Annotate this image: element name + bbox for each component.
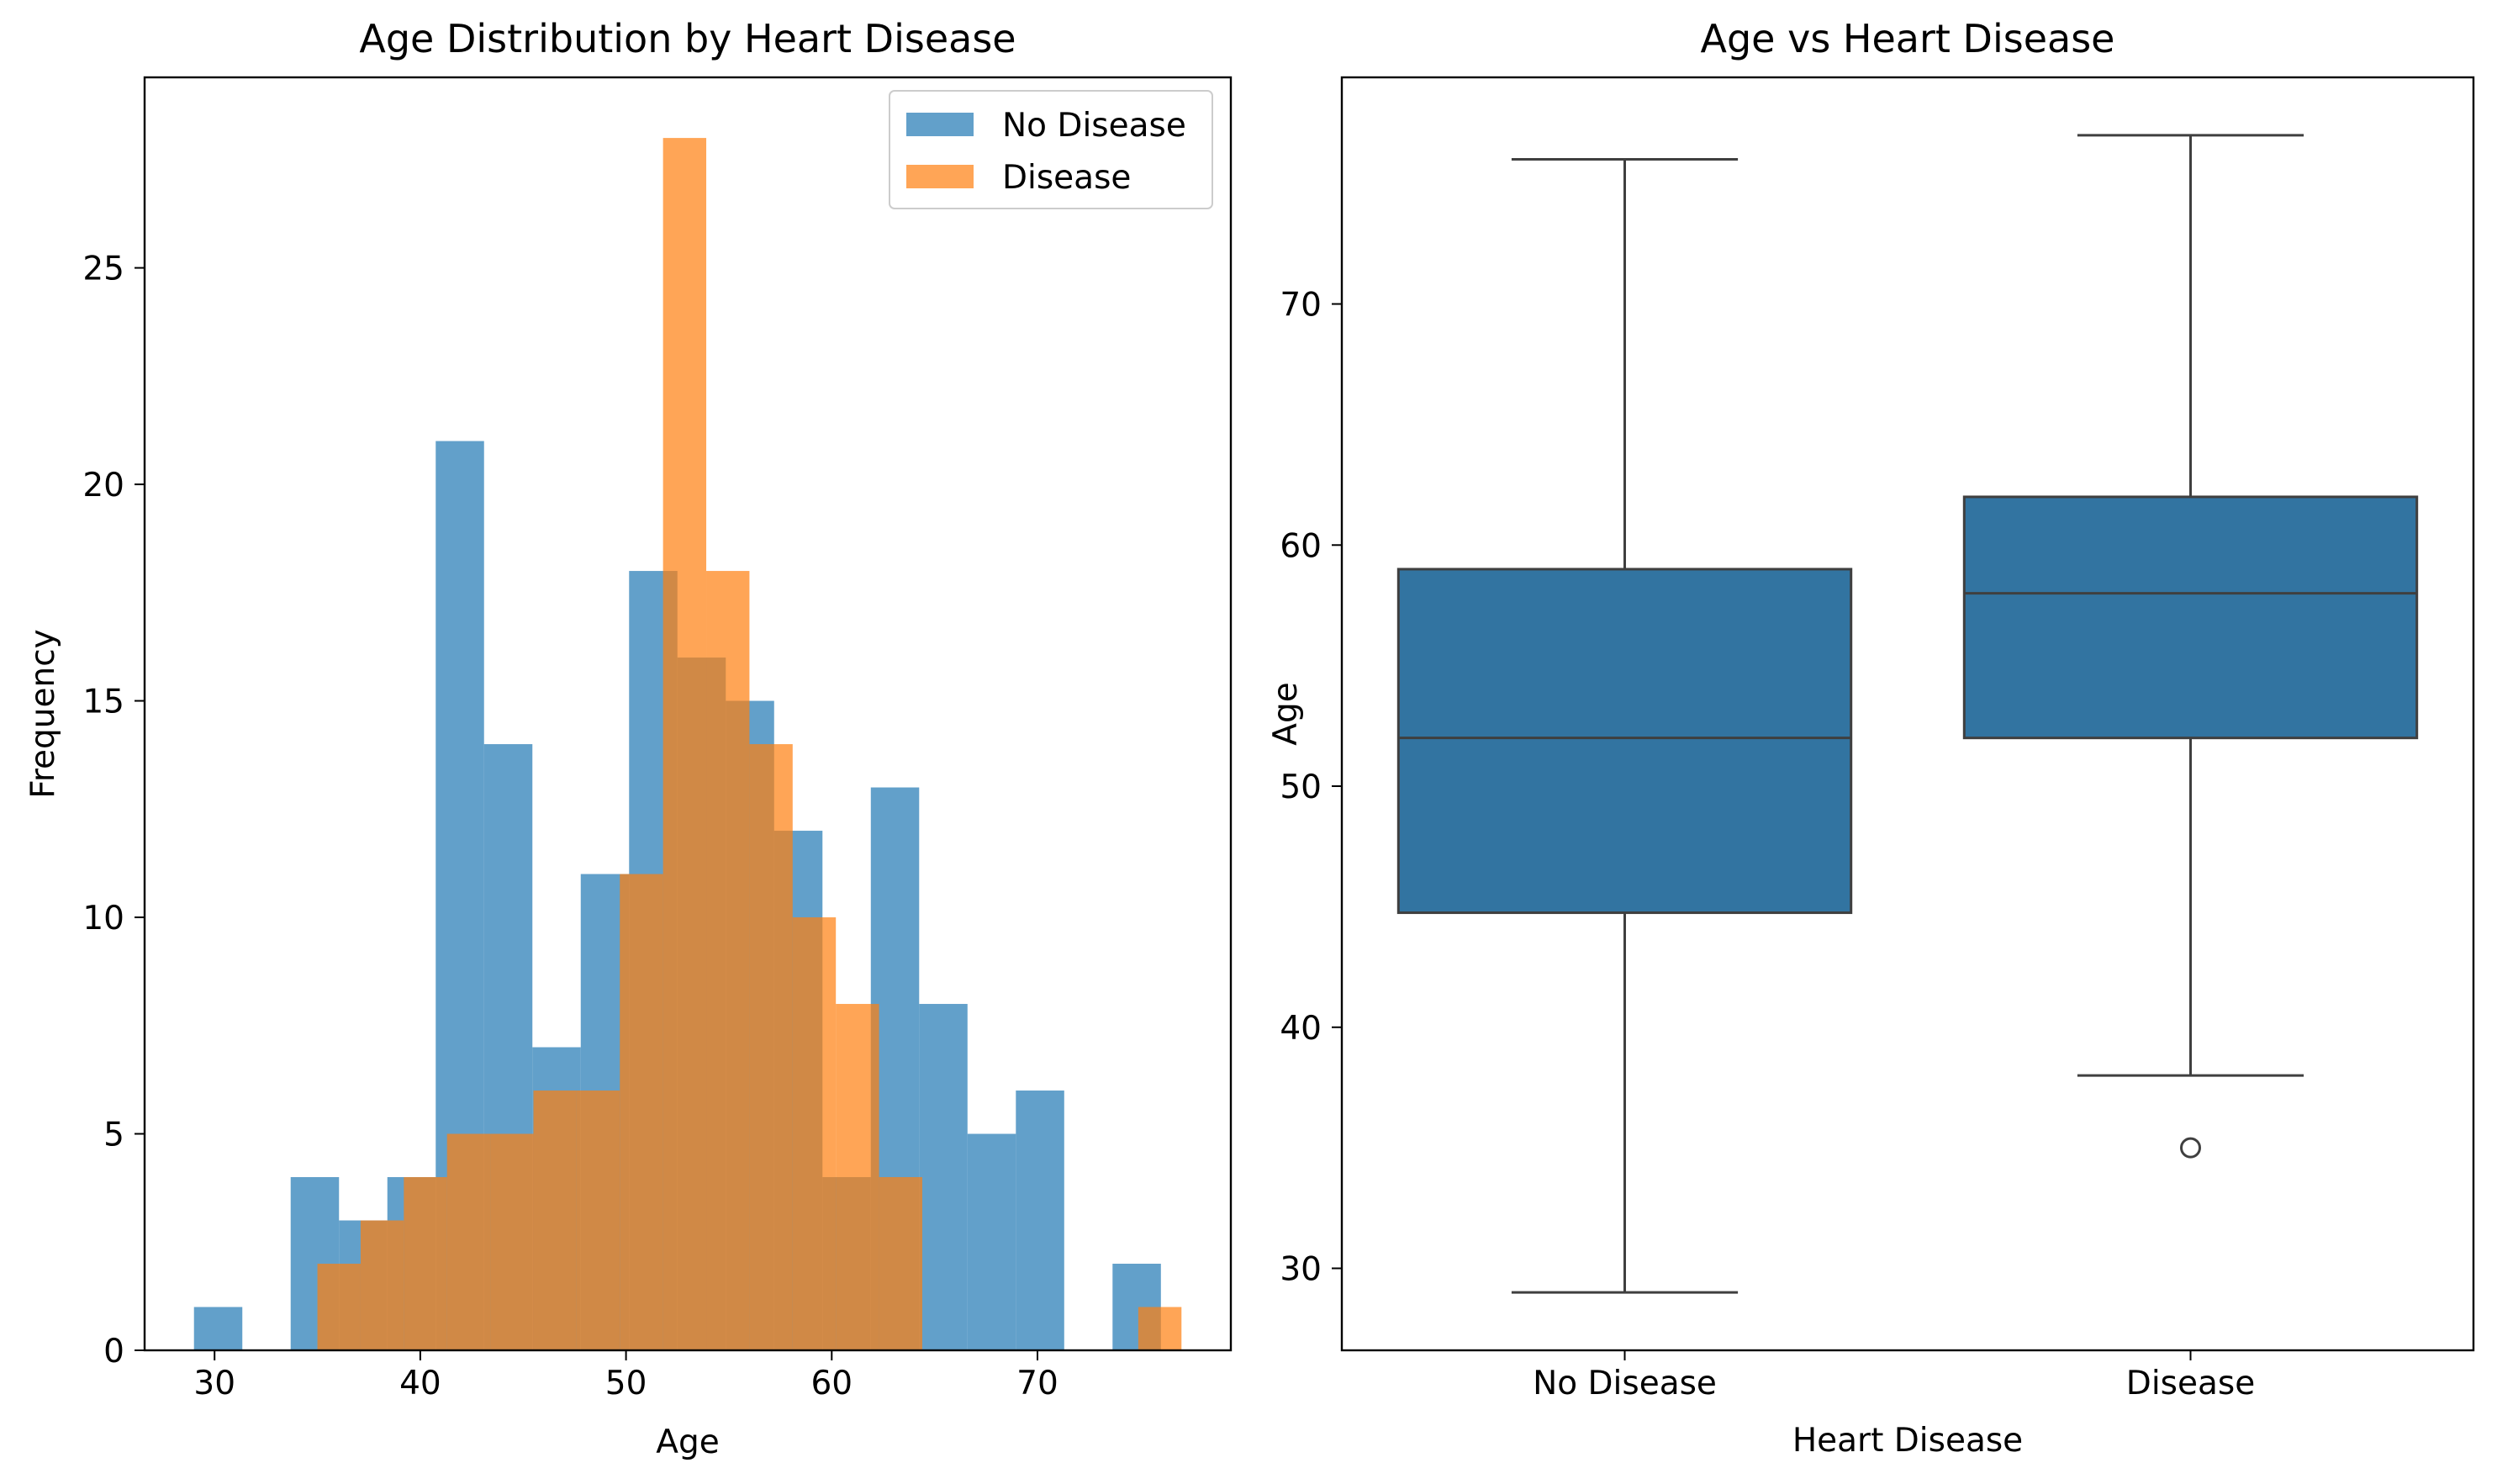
histogram-bar-disease <box>749 744 793 1350</box>
histogram-bar-disease <box>620 874 663 1350</box>
x-tick-label: 40 <box>399 1365 441 1402</box>
histogram-bar-no-disease <box>919 1004 968 1350</box>
boxplot-panel: No Disease Disease 30 40 50 60 70 Age vs Hear… <box>1267 16 2475 1460</box>
x-tick-label: 30 <box>193 1365 235 1402</box>
y-tick-label: 30 <box>1280 1251 1322 1289</box>
y-tick-label: 0 <box>103 1333 124 1370</box>
histogram-x-ticks: 30 40 50 60 70 <box>193 1350 1058 1402</box>
x-tick-label: Disease <box>2126 1365 2255 1402</box>
histogram-bar-no-disease <box>1016 1091 1064 1350</box>
boxplot-x-axis-label: Heart Disease <box>1792 1422 2023 1460</box>
histogram-bar-disease <box>446 1133 491 1350</box>
boxplot-y-axis-label: Age <box>1267 682 1305 745</box>
box-iqr <box>1962 495 2419 740</box>
y-tick-label: 20 <box>82 467 124 504</box>
boxplot-title: Age vs Heart Disease <box>1701 16 2115 61</box>
histogram-bar-no-disease <box>967 1133 1016 1350</box>
x-tick-label: No Disease <box>1533 1365 1717 1402</box>
box-group-disease <box>1962 134 2419 1159</box>
histogram-bar-no-disease <box>193 1307 243 1350</box>
boxplot-marks <box>1396 134 2419 1294</box>
histogram-y-ticks: 0 5 10 15 20 25 <box>82 251 145 1370</box>
y-tick-label: 10 <box>82 900 124 937</box>
histogram-title: Age Distribution by Heart Disease <box>359 16 1016 61</box>
y-tick-label: 5 <box>103 1117 124 1154</box>
histogram-bar-disease <box>663 138 707 1351</box>
histogram-panel: 30 40 50 60 70 0 5 10 15 20 25 Age Distribution b… <box>24 16 1233 1461</box>
y-tick-label: 40 <box>1280 1010 1322 1048</box>
histogram-bar-disease <box>404 1177 447 1350</box>
histogram-x-axis-label: Age <box>656 1423 719 1461</box>
y-tick-label: 70 <box>1280 287 1322 325</box>
legend-swatch-no-disease <box>906 113 974 136</box>
legend: No Disease Disease <box>889 90 1213 209</box>
boxplot-x-ticks: No Disease Disease <box>1533 1350 2255 1402</box>
x-tick-label: 70 <box>1016 1365 1058 1402</box>
histogram-y-axis-label: Frequency <box>24 629 62 798</box>
histogram-bar-disease <box>879 1177 922 1350</box>
histogram-bar-disease <box>836 1004 879 1350</box>
box-group-no-disease <box>1396 157 1853 1294</box>
y-tick-label: 50 <box>1280 768 1322 806</box>
boxplot-axes-frame <box>1340 76 2475 1352</box>
histogram-bar-disease <box>792 917 837 1350</box>
box-iqr <box>1396 568 1853 915</box>
histogram-bar-disease <box>1138 1307 1182 1350</box>
x-tick-label: 50 <box>605 1365 647 1402</box>
histogram-bars <box>193 138 1182 1351</box>
y-tick-label: 60 <box>1280 527 1322 565</box>
legend-label-no-disease: No Disease <box>1002 107 1186 145</box>
x-tick-label: 60 <box>810 1365 853 1402</box>
y-tick-label: 15 <box>82 684 124 721</box>
y-tick-label: 25 <box>82 251 124 288</box>
histogram-bar-disease <box>360 1220 404 1350</box>
legend-swatch-disease <box>906 165 974 188</box>
histogram-bar-disease <box>317 1264 361 1350</box>
legend-label-disease: Disease <box>1002 159 1131 197</box>
histogram-bar-disease <box>576 1091 620 1350</box>
outlier-point <box>2180 1137 2201 1159</box>
histogram-axes-frame <box>143 76 1233 1352</box>
series-disease <box>317 138 1182 1351</box>
boxplot-y-ticks: 30 40 50 60 70 <box>1280 287 1342 1289</box>
histogram-bar-disease <box>706 571 750 1350</box>
histogram-bar-disease <box>533 1091 577 1350</box>
histogram-bar-disease <box>490 1133 534 1350</box>
